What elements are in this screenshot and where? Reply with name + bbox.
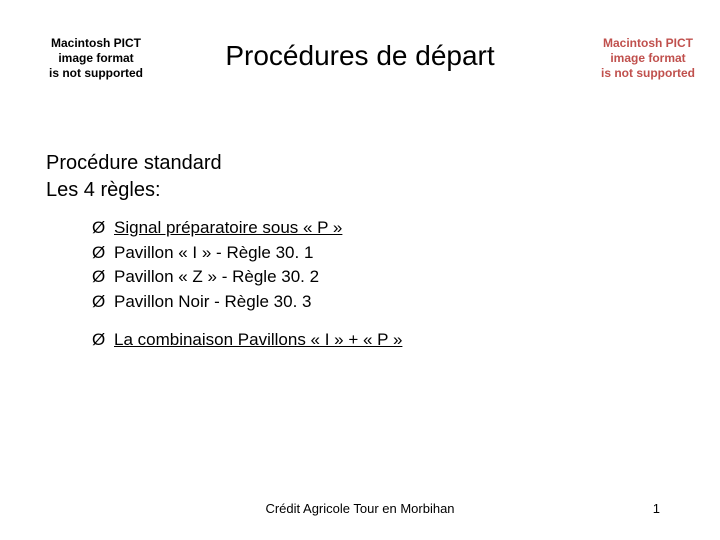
bullet-icon: Ø xyxy=(92,290,114,315)
rule-text: Pavillon « Z » - Règle 30. 2 xyxy=(114,265,319,290)
list-item: Ø Pavillon « Z » - Règle 30. 2 xyxy=(92,265,342,290)
subtitle-line-1: Procédure standard xyxy=(46,150,222,177)
list-item: Ø Pavillon Noir - Règle 30. 3 xyxy=(92,290,342,315)
list-item: Ø Signal préparatoire sous « P » xyxy=(92,216,342,241)
pict-placeholder-left: Macintosh PICT image format is not suppo… xyxy=(36,36,156,81)
list-item: Ø Pavillon « I » - Règle 30. 1 xyxy=(92,241,342,266)
list-item: Ø La combinaison Pavillons « I » + « P » xyxy=(92,330,402,350)
subtitle-line-2: Les 4 règles: xyxy=(46,177,222,204)
bullet-icon: Ø xyxy=(92,330,114,350)
placeholder-line: is not supported xyxy=(36,66,156,81)
footer-text: Crédit Agricole Tour en Morbihan xyxy=(265,501,454,516)
rule-text: Signal préparatoire sous « P » xyxy=(114,216,342,241)
placeholder-line: Macintosh PICT xyxy=(36,36,156,51)
placeholder-line: is not supported xyxy=(588,66,708,81)
placeholder-line: image format xyxy=(36,51,156,66)
placeholder-line: image format xyxy=(588,51,708,66)
slide: Macintosh PICT image format is not suppo… xyxy=(0,0,720,540)
placeholder-line: Macintosh PICT xyxy=(588,36,708,51)
bullet-icon: Ø xyxy=(92,265,114,290)
combo-block: Ø La combinaison Pavillons « I » + « P » xyxy=(92,330,402,350)
bullet-icon: Ø xyxy=(92,216,114,241)
pict-placeholder-right: Macintosh PICT image format is not suppo… xyxy=(588,36,708,81)
subtitle-block: Procédure standard Les 4 règles: xyxy=(46,150,222,204)
rules-list: Ø Signal préparatoire sous « P » Ø Pavil… xyxy=(92,216,342,315)
page-number: 1 xyxy=(653,501,660,516)
bullet-icon: Ø xyxy=(92,241,114,266)
rule-text: Pavillon « I » - Règle 30. 1 xyxy=(114,241,313,266)
combo-text: La combinaison Pavillons « I » + « P » xyxy=(114,330,402,350)
slide-title: Procédures de départ xyxy=(225,40,494,72)
header-row: Macintosh PICT image format is not suppo… xyxy=(0,30,720,100)
rule-text: Pavillon Noir - Règle 30. 3 xyxy=(114,290,311,315)
